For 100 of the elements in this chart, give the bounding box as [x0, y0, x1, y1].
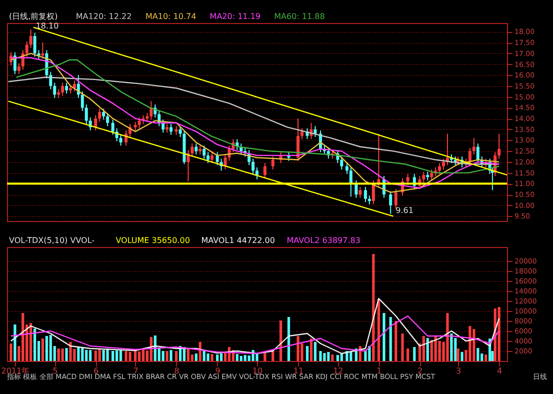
- candlestick: [111, 119, 114, 136]
- bar: [468, 326, 472, 361]
- candlestick: [364, 186, 367, 203]
- candlestick: [84, 104, 88, 124]
- x-tick-label: 10: [252, 366, 263, 376]
- bar: [57, 348, 60, 361]
- bar: [186, 348, 190, 361]
- bar: [65, 348, 68, 361]
- annotation: 9.61: [396, 206, 414, 215]
- candlestick: [498, 133, 501, 160]
- bar: [162, 351, 164, 361]
- bar: [220, 354, 223, 361]
- bar: [194, 354, 198, 361]
- bar: [296, 336, 300, 361]
- bar: [498, 307, 500, 361]
- bar: [119, 350, 122, 361]
- bar: [319, 351, 322, 361]
- bar: [45, 336, 48, 361]
- bar: [256, 354, 258, 361]
- bar: [206, 354, 210, 361]
- x-tick-label: 6: [94, 366, 99, 376]
- bar: [210, 354, 214, 361]
- bar: [142, 350, 145, 361]
- candlestick: [61, 82, 64, 96]
- candlestick: [49, 71, 52, 90]
- chart-title: VOL-TDX(5,10) VVOL-: [9, 236, 95, 245]
- bar: [33, 328, 36, 361]
- candlestick: [94, 114, 98, 131]
- candlestick: [340, 156, 344, 170]
- candlestick: [53, 82, 56, 98]
- candlestick: [300, 128, 304, 140]
- candlestick: [349, 166, 352, 198]
- bar: [41, 338, 44, 361]
- x-tick-label: 9: [215, 366, 220, 376]
- bar: [394, 321, 398, 361]
- x-tick-label: 4: [497, 366, 502, 376]
- bar: [460, 352, 464, 361]
- candlestick: [162, 119, 165, 134]
- bar: [336, 355, 339, 361]
- bar: [128, 352, 132, 361]
- candlestick: [422, 171, 426, 184]
- x-tick-label: 5: [52, 366, 58, 376]
- text: MAVOL1 44722.00: [201, 236, 275, 245]
- bar: [327, 352, 330, 361]
- text: MA60: 11.88: [274, 12, 325, 21]
- bar: [244, 355, 246, 361]
- candlestick: [354, 180, 358, 198]
- bar: [69, 342, 72, 361]
- bar: [446, 313, 449, 361]
- candlestick: [394, 188, 398, 210]
- candlestick: [472, 138, 476, 155]
- bar: [102, 350, 105, 361]
- bar: [340, 354, 343, 361]
- x-tick-label: 1: [376, 366, 382, 376]
- bar: [413, 347, 416, 361]
- candlestick: [33, 32, 36, 58]
- bar: [272, 351, 274, 361]
- bar: [166, 351, 168, 361]
- x-tick-label: 3: [456, 366, 462, 376]
- bar: [430, 340, 433, 361]
- bar: [138, 352, 141, 361]
- bar: [170, 350, 172, 361]
- bar: [372, 254, 375, 361]
- bar: [426, 338, 429, 361]
- bar: [377, 299, 380, 361]
- bar: [30, 323, 32, 361]
- bar: [456, 348, 460, 361]
- bar: [287, 317, 290, 361]
- candlestick: [98, 108, 102, 122]
- bar: [10, 344, 12, 361]
- bar: [472, 329, 476, 361]
- chart-subtitle: VOLUME 35650.00: [116, 236, 190, 245]
- candlestick: [271, 156, 274, 170]
- candlestick: [65, 82, 68, 94]
- bar: [240, 356, 242, 361]
- line-series: [10, 298, 500, 354]
- candlestick: [438, 162, 442, 174]
- text: MA10: 10.74: [146, 12, 196, 21]
- bar: [422, 336, 425, 361]
- candlestick: [206, 152, 210, 164]
- candlestick: [263, 162, 266, 179]
- text: MAVOL2 63897.83: [286, 236, 360, 245]
- bar: [350, 352, 352, 361]
- bar: [124, 351, 128, 361]
- bar: [115, 350, 118, 361]
- bar: [77, 347, 80, 361]
- bar: [22, 313, 24, 361]
- chart-title: (日线,前复权): [9, 12, 58, 21]
- x-tick-label: 2011年: [1, 366, 30, 376]
- line-series: [10, 315, 500, 354]
- candlestick: [17, 62, 20, 75]
- bar: [406, 348, 410, 361]
- x-tick-label: 8: [174, 366, 180, 376]
- candlestick: [170, 123, 173, 136]
- candlestick: [252, 158, 255, 174]
- bar: [314, 342, 316, 361]
- bar: [389, 317, 392, 361]
- candlestick: [345, 162, 348, 174]
- candlestick: [138, 116, 141, 129]
- candlestick: [190, 142, 194, 158]
